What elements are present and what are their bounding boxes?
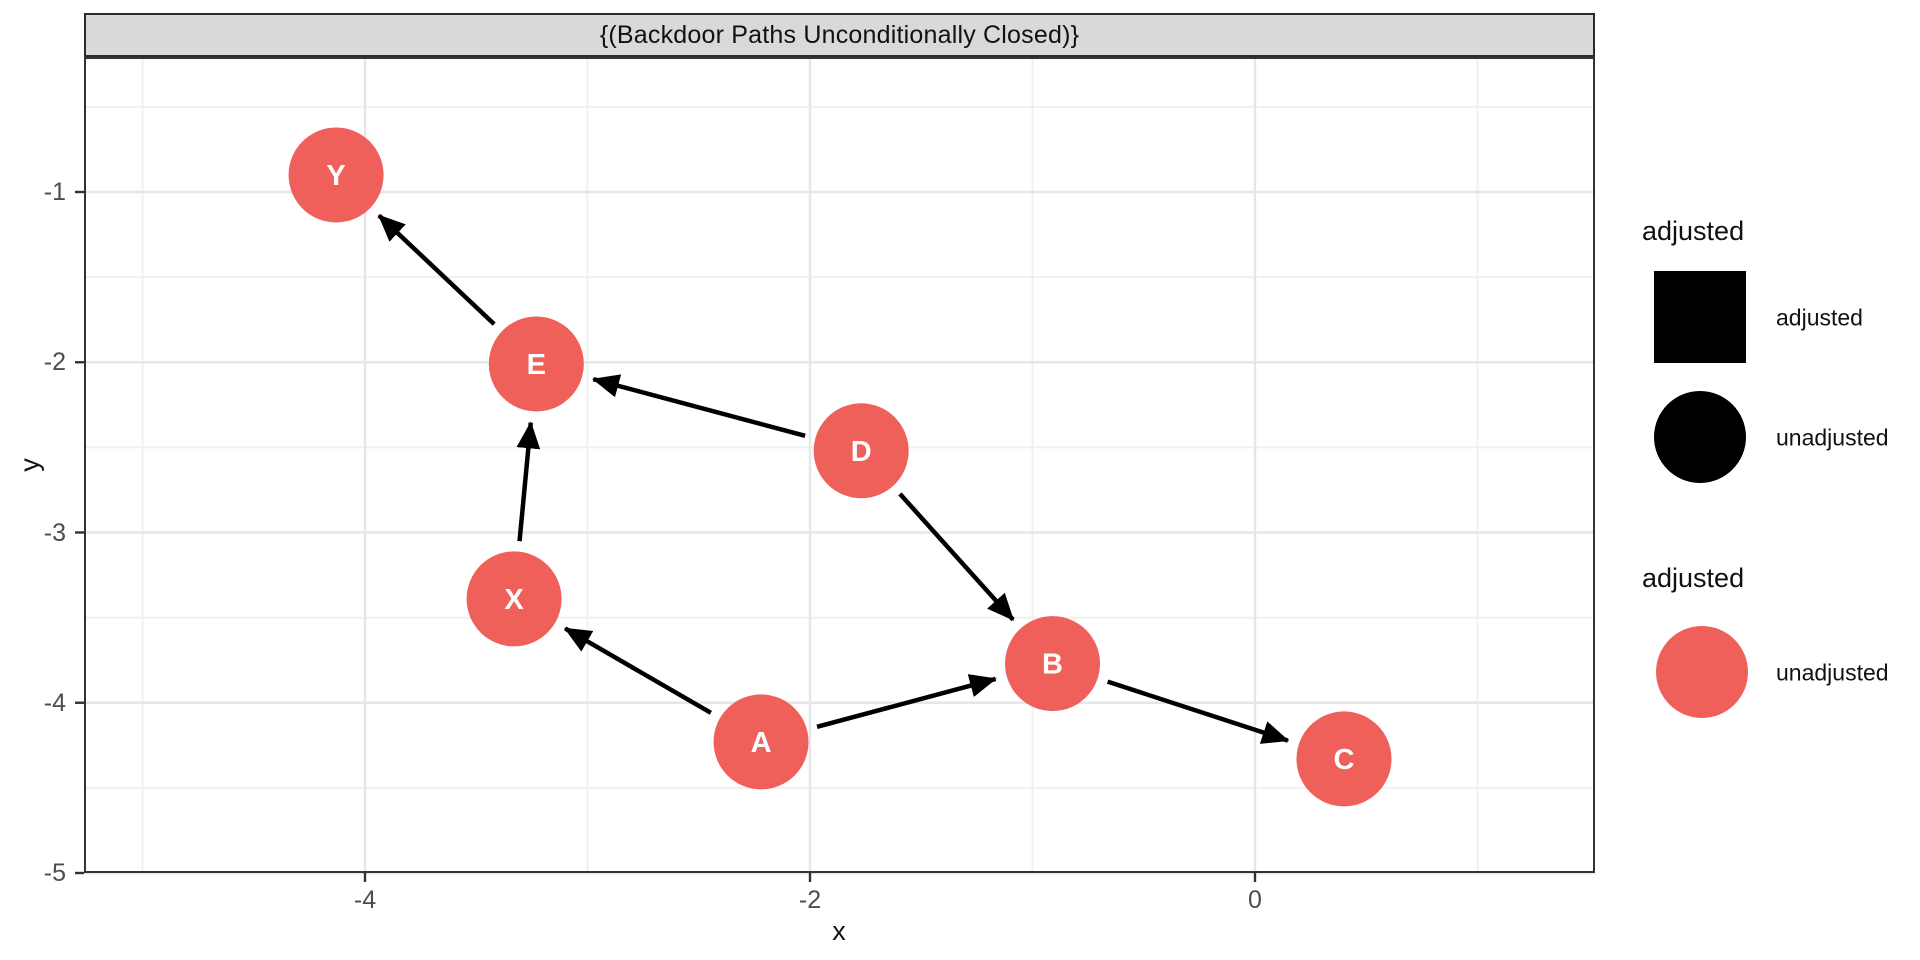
node-label-D: D bbox=[851, 436, 872, 468]
edge-A-to-X bbox=[563, 626, 712, 715]
legend-key-unadjusted-circle bbox=[1654, 391, 1746, 483]
y-tick-label: -2 bbox=[43, 348, 66, 377]
legend-label-unadjusted-red: unadjusted bbox=[1776, 659, 1889, 686]
node-label-A: A bbox=[751, 727, 772, 759]
y-tick-label: -5 bbox=[43, 859, 66, 887]
edge-B-to-C bbox=[1106, 679, 1290, 744]
node-B bbox=[1005, 616, 1101, 712]
y-tick-label: -1 bbox=[43, 178, 66, 206]
node-D bbox=[813, 403, 909, 499]
node-label-E: E bbox=[527, 349, 546, 381]
edge-A-to-B bbox=[816, 674, 997, 730]
node-label-C: C bbox=[1334, 744, 1355, 776]
legend-shape-title: adjusted bbox=[1642, 216, 1745, 246]
node-X bbox=[466, 551, 562, 647]
node-A bbox=[713, 694, 809, 790]
y-tick-label: -4 bbox=[43, 688, 66, 717]
x-axis-title: x bbox=[832, 916, 846, 946]
node-label-X: X bbox=[504, 584, 524, 616]
y-tick-label: -3 bbox=[43, 518, 66, 547]
legend-colour-title: adjusted bbox=[1642, 563, 1745, 593]
legend-label-unadjusted: unadjusted bbox=[1776, 424, 1889, 451]
node-E bbox=[488, 316, 584, 412]
legend-key-unadjusted-red-circle bbox=[1656, 626, 1748, 718]
x-tick-label: -4 bbox=[353, 886, 377, 914]
facet-strip-title: {(Backdoor Paths Unconditionally Closed)… bbox=[84, 13, 1595, 57]
node-Y bbox=[288, 127, 384, 223]
node-C bbox=[1296, 711, 1392, 807]
edge-D-to-E bbox=[592, 374, 806, 438]
legend-key-adjusted-square bbox=[1654, 271, 1746, 363]
edge-E-to-Y bbox=[377, 213, 496, 326]
edge-X-to-E bbox=[516, 421, 541, 542]
legend-label-adjusted: adjusted bbox=[1776, 304, 1863, 331]
node-label-B: B bbox=[1042, 649, 1063, 681]
x-tick-label: 0 bbox=[1248, 886, 1262, 914]
y-axis-title: y bbox=[14, 458, 45, 472]
edge-D-to-B bbox=[898, 492, 1015, 622]
node-label-Y: Y bbox=[326, 160, 345, 192]
x-tick-label: -2 bbox=[798, 886, 822, 914]
